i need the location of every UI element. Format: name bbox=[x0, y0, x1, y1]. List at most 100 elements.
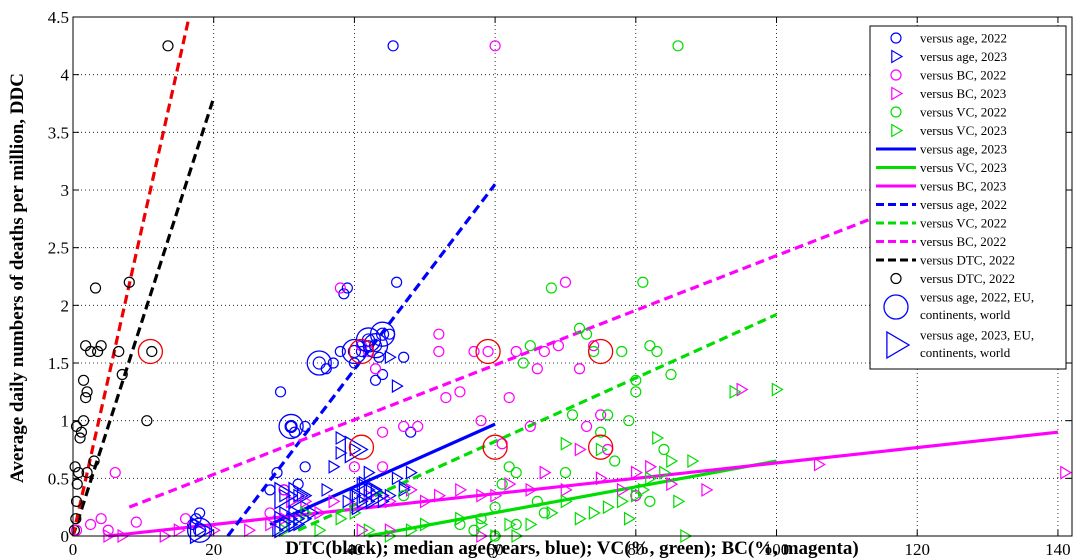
triangle-point-green bbox=[363, 523, 376, 538]
circle-point-magenta bbox=[595, 409, 607, 421]
y-tick-label: 3 bbox=[61, 181, 70, 200]
circle-point-magenta bbox=[531, 363, 543, 375]
y-tick-label: 2 bbox=[61, 296, 70, 315]
triangle-point-blue bbox=[349, 488, 362, 503]
legend-swatch-circle-green bbox=[890, 106, 902, 118]
bigtriangle-point-blue-inner bbox=[279, 488, 292, 503]
plot-frame bbox=[72, 16, 1073, 537]
circle-point-green bbox=[566, 409, 579, 421]
x-axis-label: DTC(black); median age(years, blue); VC(… bbox=[285, 538, 858, 558]
triangle-point-green bbox=[631, 488, 644, 503]
bigtriangle-point-blue bbox=[344, 435, 369, 464]
circle-point-black bbox=[70, 495, 83, 507]
circle-point-magenta bbox=[468, 345, 480, 358]
triangle-point-magenta bbox=[419, 494, 432, 509]
circle-point-green bbox=[672, 40, 684, 52]
x-tick-label: 140 bbox=[1045, 540, 1071, 558]
triangle-point-green bbox=[504, 517, 517, 532]
circle-point-black bbox=[141, 415, 153, 427]
legend-swatch-bigcircle bbox=[883, 294, 909, 320]
bigtriangle-point-blue-inner bbox=[370, 488, 383, 503]
legend-swatch-circle-black bbox=[890, 272, 902, 285]
legend-label: versus DTC, 2022 bbox=[920, 271, 1015, 286]
circle-point-blue bbox=[369, 374, 382, 386]
circle-point-black bbox=[77, 374, 90, 386]
solid-fit-line-green bbox=[368, 459, 777, 538]
triangle-point-green bbox=[729, 384, 742, 399]
ticks: 0 20 40 60 80 100 120 140 0 0.5 1 1.5 2 2.5 3 3.5 4 4.5 bbox=[48, 8, 1072, 558]
bigtriangle-point-blue bbox=[274, 481, 299, 510]
circle-point-green bbox=[623, 415, 635, 427]
triangle-point-green bbox=[574, 511, 587, 526]
triangle-point-green bbox=[546, 505, 559, 520]
y-tick-label: 0 bbox=[61, 527, 70, 546]
triangle-point-blue bbox=[272, 523, 285, 538]
redcircle-point-red bbox=[137, 338, 164, 365]
triangle-point-blue bbox=[335, 445, 348, 461]
legend-label: versus age, 2023 bbox=[920, 142, 1007, 157]
triangle-point-magenta bbox=[539, 465, 552, 480]
data-points bbox=[68, 40, 1073, 545]
legend-swatch-circle-magenta bbox=[890, 69, 902, 81]
triangle-point-blue bbox=[328, 459, 341, 474]
circle-point-magenta bbox=[109, 466, 121, 479]
triangle-point-green bbox=[349, 505, 362, 520]
triangle-point-green bbox=[335, 511, 348, 526]
triangle-point-green bbox=[659, 465, 672, 480]
y-tick-label: 0.5 bbox=[48, 469, 69, 488]
legend-swatch-triangle-blue bbox=[891, 49, 904, 64]
triangle-point-green bbox=[623, 511, 636, 526]
triangle-point-green bbox=[673, 494, 686, 509]
circle-point-green bbox=[545, 282, 557, 294]
circle-point-green bbox=[398, 490, 410, 502]
y-tick-label: 4.5 bbox=[48, 8, 69, 27]
dashed-fit-line-magenta bbox=[128, 188, 946, 509]
circle-point-green bbox=[489, 501, 501, 513]
legend: versus age, 2022 versus age, 2023 versus B… bbox=[869, 25, 1067, 370]
y-tick-label: 2.5 bbox=[48, 239, 69, 258]
circle-point-magenta bbox=[440, 392, 452, 404]
circle-point-green bbox=[510, 466, 522, 479]
legend-label: versus BC, 2023 bbox=[920, 86, 1006, 101]
triangle-point-green bbox=[314, 523, 327, 538]
circle-point-black bbox=[88, 455, 100, 467]
circle-point-magenta bbox=[376, 461, 389, 473]
circle-point-black bbox=[92, 345, 104, 358]
legend-swatch-triangle-green bbox=[891, 123, 904, 138]
circle-point-black bbox=[95, 340, 107, 352]
circle-point-magenta bbox=[454, 386, 466, 398]
circle-point-green bbox=[475, 513, 487, 525]
triangle-point-blue bbox=[335, 430, 348, 446]
circle-point-blue bbox=[299, 461, 311, 473]
circle-point-black bbox=[81, 386, 93, 398]
triangle-point-magenta bbox=[525, 482, 538, 497]
triangle-point-green bbox=[560, 494, 573, 509]
bigcircle-point-blue-inner bbox=[312, 356, 326, 370]
legend-label: versus VC, 2023 bbox=[920, 123, 1007, 138]
circle-point-magenta bbox=[482, 345, 494, 358]
circle-point-green bbox=[630, 386, 642, 398]
triangle-point-magenta bbox=[244, 523, 257, 538]
circle-point-blue bbox=[338, 288, 350, 300]
triangle-point-magenta bbox=[476, 488, 489, 503]
triangle-point-green bbox=[602, 500, 615, 515]
circle-point-green bbox=[644, 495, 656, 507]
circle-point-magenta bbox=[433, 328, 445, 340]
legend-box bbox=[869, 25, 1067, 370]
triangle-point-blue bbox=[307, 505, 320, 520]
circle-point-black bbox=[89, 282, 102, 294]
circle-point-magenta bbox=[369, 363, 382, 375]
circle-point-green bbox=[531, 495, 543, 507]
bigtriangle-point-blue-inner bbox=[356, 494, 369, 509]
triangle-point-magenta bbox=[574, 442, 587, 457]
circle-point-blue bbox=[391, 276, 403, 288]
redcircle-point-red bbox=[348, 338, 375, 365]
triangle-point-green bbox=[405, 523, 418, 538]
x-tick-label: 60 bbox=[487, 540, 504, 558]
circle-point-green bbox=[595, 426, 607, 438]
triangle-point-green bbox=[645, 471, 658, 486]
circle-point-green bbox=[538, 507, 550, 519]
bigtriangle-point-blue-inner bbox=[194, 523, 207, 538]
circle-point-magenta bbox=[559, 276, 572, 288]
